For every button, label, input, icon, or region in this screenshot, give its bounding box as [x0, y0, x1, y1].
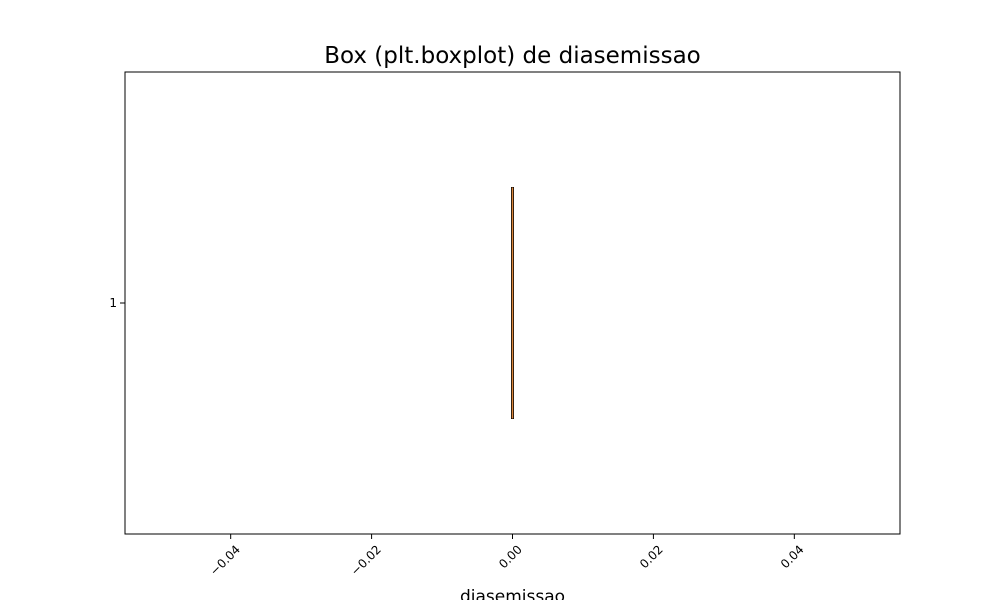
- x-tick-label: 0.04: [778, 542, 807, 571]
- x-axis-ticks: −0.04 −0.02 0.00 0.02 0.04: [207, 534, 807, 578]
- box-series: [512, 188, 514, 419]
- x-tick-label: 0.00: [496, 542, 525, 571]
- x-axis-label: diasemissao: [460, 587, 565, 600]
- x-tick-label: −0.04: [207, 542, 243, 578]
- chart-title: Box (plt.boxplot) de diasemissao: [324, 43, 701, 69]
- y-axis-ticks: 1: [109, 296, 125, 310]
- x-tick-label: −0.02: [348, 542, 384, 578]
- y-tick-label: 1: [109, 296, 117, 310]
- x-tick-label: 0.02: [637, 542, 666, 571]
